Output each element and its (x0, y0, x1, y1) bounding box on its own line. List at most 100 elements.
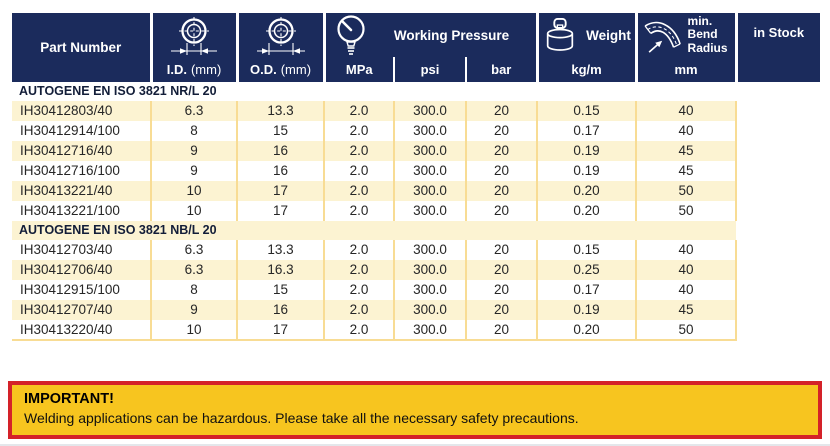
value-cell: 20 (464, 101, 538, 121)
value-cell: 45 (635, 300, 737, 320)
stock-cell (735, 320, 821, 340)
bend-radius-icon (644, 21, 681, 53)
value-cell: 300.0 (393, 300, 466, 320)
value-cell: 17 (236, 320, 324, 341)
value-cell: 17 (236, 181, 324, 201)
part-number-cell: IH30413221/40 (12, 181, 151, 201)
value-cell: 9 (150, 161, 237, 181)
value-cell: 50 (635, 181, 737, 201)
value-cell: 2.0 (323, 121, 394, 141)
kgm-unit-label: kg/m (535, 57, 637, 82)
section-title: AUTOGENE EN ISO 3821 NR/L 20 (12, 82, 737, 101)
warning-text: Welding applications can be hazardous. P… (24, 410, 579, 426)
table-row: IH30412716/40 9 16 2.0 300.0 20 0.19 45 (12, 141, 821, 161)
value-cell: 0.20 (536, 201, 637, 221)
part-number-cell: IH30412707/40 (12, 300, 151, 320)
mpa-unit-label: MPa (322, 57, 394, 82)
value-cell: 2.0 (323, 181, 394, 201)
value-cell: 300.0 (393, 240, 466, 260)
value-cell: 40 (635, 240, 737, 260)
value-cell: 2.0 (323, 141, 394, 161)
value-cell: 20 (464, 141, 538, 161)
value-cell: 6.3 (150, 260, 237, 280)
value-cell: 0.25 (536, 260, 637, 280)
value-cell: 2.0 (323, 101, 394, 121)
part-number-cell: IH30412703/40 (12, 240, 151, 260)
table-row: IH30412803/40 6.3 13.3 2.0 300.0 20 0.15 40 (12, 101, 821, 121)
part-number-header: Part Number (12, 13, 151, 82)
value-cell: 300.0 (393, 101, 466, 121)
value-cell: 6.3 (150, 101, 237, 121)
value-cell: 50 (635, 201, 737, 221)
working-pressure-label: Working Pressure (393, 27, 510, 43)
bend-radius-header: min. Bend Radius (634, 13, 737, 57)
value-cell: 20 (464, 181, 538, 201)
bar-unit-label: bar (464, 57, 538, 82)
section-title: AUTOGENE EN ISO 3821 NB/L 20 (12, 221, 737, 240)
table-row: IH30412914/100 8 15 2.0 300.0 20 0.17 40 (12, 121, 821, 141)
value-cell: 2.0 (323, 201, 394, 221)
value-cell: 40 (635, 101, 737, 121)
value-cell: 300.0 (393, 141, 466, 161)
id-unit-label: I.D. (mm) (149, 57, 237, 82)
weight-header: Weight (535, 13, 637, 57)
value-cell: 20 (464, 280, 538, 300)
stock-cell (735, 181, 821, 201)
value-cell: 15 (236, 121, 324, 141)
outer-diameter-header (235, 13, 324, 57)
table-row: IH30412716/100 9 16 2.0 300.0 20 0.19 45 (12, 161, 821, 181)
table-row: IH30412706/40 6.3 16.3 2.0 300.0 20 0.25 40 (12, 260, 821, 280)
value-cell: 0.19 (536, 300, 637, 320)
value-cell: 6.3 (150, 240, 237, 260)
value-cell: 15 (236, 280, 324, 300)
value-cell: 16 (236, 141, 324, 161)
value-cell: 0.19 (536, 141, 637, 161)
value-cell: 9 (150, 300, 237, 320)
table-row: IH30413220/40 10 17 2.0 300.0 20 0.20 50 (12, 320, 821, 341)
value-cell: 2.0 (323, 260, 394, 280)
part-number-cell: IH30412914/100 (12, 121, 151, 141)
value-cell: 40 (635, 260, 737, 280)
stock-cell (735, 161, 821, 181)
hose-spec-table: Part Number (12, 13, 821, 341)
value-cell: 8 (150, 121, 237, 141)
stock-cell (736, 82, 821, 101)
section-header-row: AUTOGENE EN ISO 3821 NB/L 20 (12, 221, 821, 240)
value-cell: 2.0 (323, 300, 394, 320)
value-cell: 0.20 (536, 181, 637, 201)
value-cell: 2.0 (323, 280, 394, 300)
value-cell: 20 (464, 260, 538, 280)
value-cell: 13.3 (236, 240, 324, 260)
in-stock-label: in Stock (753, 25, 805, 40)
part-number-cell: IH30412716/40 (12, 141, 151, 161)
weight-label: Weight (586, 27, 631, 43)
table-row: IH30413221/40 10 17 2.0 300.0 20 0.20 50 (12, 181, 821, 201)
value-cell: 300.0 (393, 280, 466, 300)
value-cell: 10 (150, 181, 237, 201)
value-cell: 20 (464, 161, 538, 181)
section-header-row: AUTOGENE EN ISO 3821 NR/L 20 (12, 82, 821, 101)
value-cell: 17 (236, 201, 324, 221)
value-cell: 20 (464, 240, 538, 260)
hose-outer-diameter-icon (256, 16, 305, 55)
stock-cell (735, 300, 821, 320)
value-cell: 10 (150, 201, 237, 221)
value-cell: 9 (150, 141, 237, 161)
bend-radius-label: min. Bend Radius (687, 14, 728, 55)
inner-diameter-header (149, 13, 237, 57)
mm-unit-label: mm (634, 57, 737, 82)
stock-cell (735, 280, 821, 300)
scale-weight-icon (546, 17, 574, 51)
value-cell: 40 (635, 280, 737, 300)
stock-cell (735, 141, 821, 161)
value-cell: 300.0 (393, 121, 466, 141)
value-cell: 0.17 (536, 280, 637, 300)
table-row: IH30413221/100 10 17 2.0 300.0 20 0.20 50 (12, 201, 821, 221)
value-cell: 45 (635, 141, 737, 161)
value-cell: 0.15 (536, 240, 637, 260)
value-cell: 16.3 (236, 260, 324, 280)
value-cell: 2.0 (323, 161, 394, 181)
value-cell: 20 (464, 201, 538, 221)
stock-cell (735, 201, 821, 221)
